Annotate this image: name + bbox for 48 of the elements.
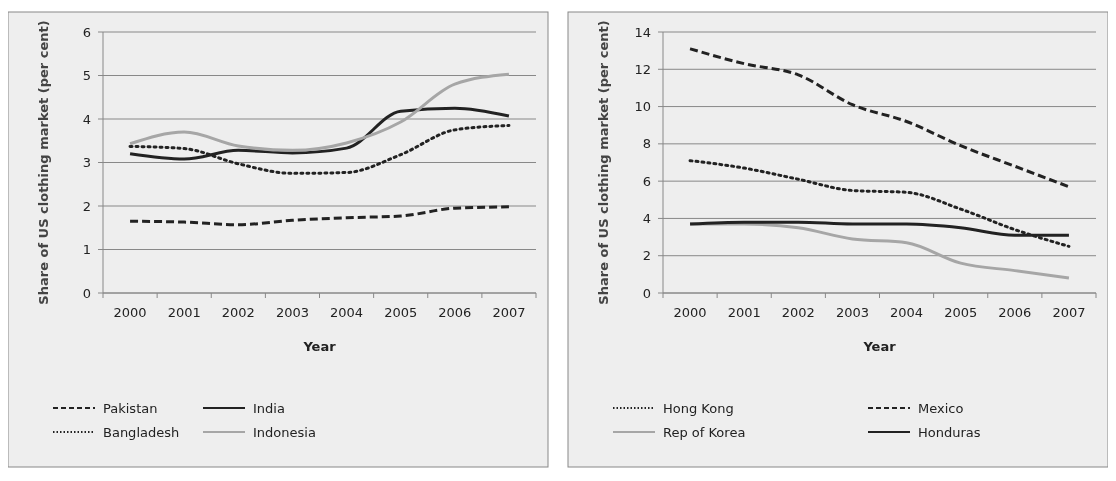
- y-tick-label: 6: [82, 24, 91, 40]
- x-tick-label: 2007: [1052, 305, 1086, 320]
- y-axis-title: Share of US clothing market (per cent): [596, 20, 611, 305]
- x-tick-label: 2002: [781, 305, 815, 320]
- x-tick-label: 2004: [330, 305, 364, 320]
- x-tick-label: 2000: [113, 305, 147, 320]
- y-tick-label: 1: [82, 242, 91, 258]
- y-tick-label: 3: [82, 155, 91, 171]
- legend-label: Bangladesh: [103, 424, 180, 440]
- legend-label: Hong Kong: [663, 400, 734, 416]
- line-series: [688, 159, 1071, 248]
- x-tick-label: 2007: [492, 305, 526, 320]
- line-series: [688, 47, 1071, 189]
- x-tick-label: 2000: [673, 305, 707, 320]
- y-tick-label: 0: [82, 285, 91, 301]
- line-series: [128, 72, 511, 152]
- y-tick-label: 6: [642, 173, 651, 189]
- y-tick-label: 0: [642, 285, 651, 301]
- x-tick-label: 2003: [275, 305, 309, 320]
- y-tick-label: 5: [82, 68, 91, 84]
- x-tick-label: 2001: [727, 305, 761, 320]
- line-series: [688, 222, 1071, 280]
- y-tick-label: 14: [634, 24, 651, 40]
- y-tick-label: 4: [82, 111, 91, 127]
- legend-label: Honduras: [918, 424, 981, 440]
- legend-label: Indonesia: [253, 424, 316, 440]
- legend-label: India: [253, 400, 285, 416]
- y-axis-title: Share of US clothing market (per cent): [36, 20, 51, 305]
- y-tick-label: 4: [642, 210, 651, 226]
- x-tick-label: 2005: [384, 305, 418, 320]
- y-tick-label: 10: [634, 99, 651, 115]
- legend-label: Rep of Korea: [663, 424, 746, 440]
- y-tick-label: 12: [634, 61, 651, 77]
- y-tick-label: 2: [82, 198, 91, 214]
- x-tick-label: 2006: [998, 305, 1032, 320]
- x-tick-label: 2004: [890, 305, 924, 320]
- x-tick-label: 2002: [221, 305, 255, 320]
- x-tick-label: 2001: [167, 305, 201, 320]
- y-tick-label: 2: [642, 248, 651, 264]
- legend-label: Mexico: [918, 400, 964, 416]
- x-tick-label: 2003: [835, 305, 869, 320]
- legend-label: Pakistan: [103, 400, 158, 416]
- x-axis-title: Year: [302, 339, 337, 354]
- x-tick-label: 2005: [944, 305, 978, 320]
- x-tick-label: 2006: [438, 305, 472, 320]
- y-tick-label: 8: [642, 136, 651, 152]
- line-series: [128, 205, 511, 227]
- x-axis-title: Year: [862, 339, 897, 354]
